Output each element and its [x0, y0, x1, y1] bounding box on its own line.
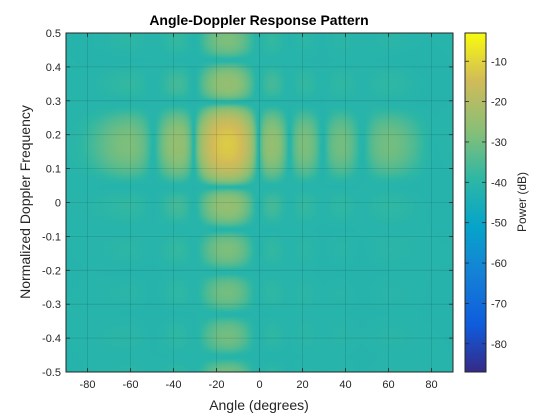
colorbar-tick-label: -60 — [491, 258, 507, 270]
y-tick-label: 0.4 — [46, 62, 61, 74]
x-tick-label: 20 — [296, 379, 308, 391]
heatmap-image — [66, 33, 453, 372]
colorbar-tick-label: -30 — [491, 137, 507, 149]
y-tick-label: 0.3 — [46, 96, 61, 108]
y-axis: -0.5 -0.4 -0.3 -0.2 -0.1 0 0.1 0.2 0.3 0.4 0.5 — [42, 28, 453, 379]
y-axis-label: Normalized Doppler Frequency — [17, 105, 33, 299]
colorbar-ticks: -80 -70 -60 -50 -40 -30 -20 -10 — [465, 56, 507, 351]
colorbar-tick-label: -10 — [491, 56, 507, 68]
chart-title: Angle-Doppler Response Pattern — [149, 12, 368, 28]
x-axis: -80 -60 -40 -20 0 20 40 60 80 — [80, 33, 438, 391]
colorbar: -80 -70 -60 -50 -40 -30 -20 -10 — [464, 32, 507, 373]
y-tick-label: -0.3 — [42, 299, 61, 311]
x-tick-label: 80 — [425, 379, 437, 391]
colorbar-tick-label: -20 — [491, 97, 507, 109]
colorbar-tick-label: -40 — [491, 177, 507, 189]
colorbar-tick-label: -50 — [491, 218, 507, 230]
x-tick-label: 60 — [382, 379, 394, 391]
x-tick-label: 0 — [256, 379, 262, 391]
plot-area: -80 -60 -40 -20 0 20 40 60 80 -0.5-0.4-0.3-0.2-0… — [42, 28, 454, 391]
x-tick-label: -60 — [123, 379, 139, 391]
y-tick-label: 0.2 — [46, 130, 61, 142]
colorbar-gradient — [464, 32, 487, 373]
x-tick-label: -80 — [80, 379, 96, 391]
y-tick-label: -0.4 — [42, 333, 61, 345]
y-tick-label: -0.1 — [42, 231, 61, 243]
x-tick-label: 40 — [339, 379, 351, 391]
y-tick-label: 0 — [55, 198, 61, 210]
y-tick-label: -0.5 — [42, 367, 61, 379]
colorbar-tick-label: -70 — [491, 298, 507, 310]
colorbar-label: Power (dB) — [515, 172, 529, 232]
y-tick-label: 0.5 — [46, 28, 61, 40]
y-tick-label: -0.2 — [42, 265, 61, 277]
colorbar-tick-label: -80 — [491, 339, 507, 351]
x-axis-label: Angle (degrees) — [209, 397, 309, 413]
x-tick-label: -40 — [166, 379, 182, 391]
y-tick-label: 0.1 — [46, 164, 61, 176]
x-tick-label: -20 — [209, 379, 225, 391]
